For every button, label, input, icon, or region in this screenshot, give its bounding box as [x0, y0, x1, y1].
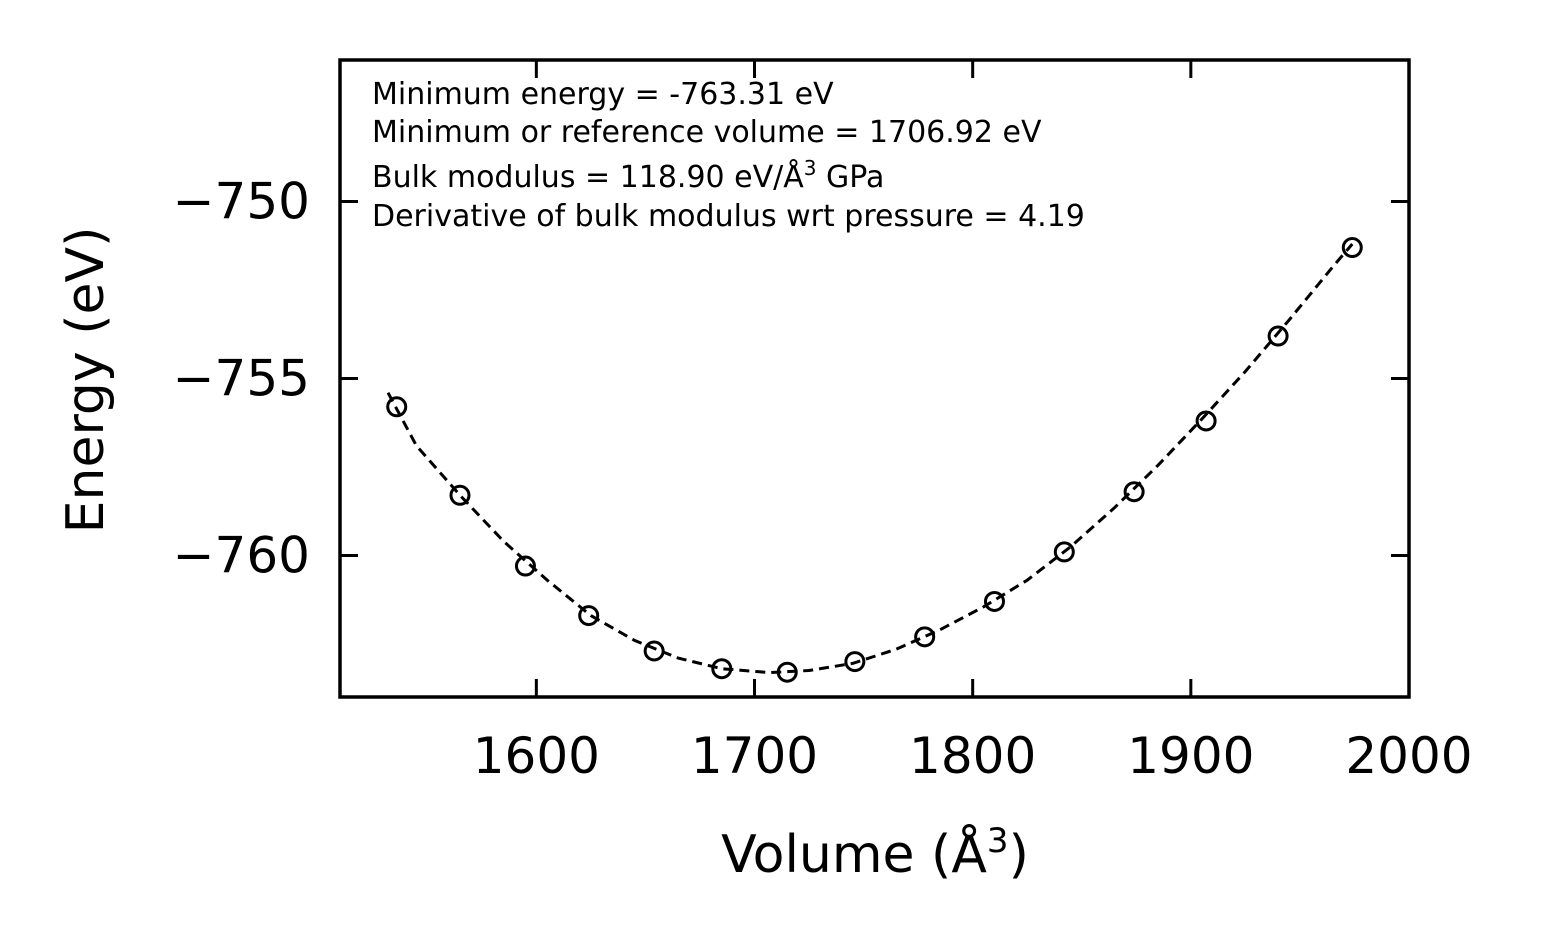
- x-axis-title-main: Volume (Å: [721, 823, 987, 885]
- x-tick-label: 1800: [909, 727, 1036, 785]
- x-axis-title: Volume (Å3): [721, 821, 1029, 885]
- data-point: [514, 555, 536, 577]
- x-tick-label: 1900: [1127, 727, 1254, 785]
- data-point: [386, 396, 408, 418]
- data-point: [1053, 541, 1075, 563]
- annotation-min-energy: Minimum energy = -763.31 eV: [372, 77, 834, 112]
- annotation-bulk-modulus-tail: GPa: [817, 160, 885, 195]
- y-tick-label: −760: [173, 526, 310, 584]
- data-point: [983, 590, 1005, 612]
- annotation-min-volume: Minimum or reference volume = 1706.92 eV: [372, 115, 1042, 150]
- annotation-bulk-derivative: Derivative of bulk modulus wrt pressure …: [372, 199, 1085, 234]
- x-tick-label: 1700: [691, 727, 818, 785]
- x-tick-label: 2000: [1345, 727, 1472, 785]
- data-point: [449, 484, 471, 506]
- y-tick-label: −750: [173, 173, 310, 231]
- x-tick-label: 1600: [473, 727, 600, 785]
- data-point: [1123, 481, 1145, 503]
- x-axis-title-tail: ): [1009, 825, 1029, 885]
- x-axis-title-sup: 3: [987, 821, 1009, 861]
- data-point: [711, 658, 733, 680]
- series-layer: [386, 237, 1363, 683]
- plot-frame: [338, 58, 1411, 699]
- annotation-bulk-modulus-sup: 3: [804, 156, 817, 180]
- annotation-bulk-modulus-text: Bulk modulus = 118.90 eV/Å: [372, 159, 804, 195]
- y-axis-title: Energy (eV): [56, 227, 116, 534]
- annotation-min-volume-text: Minimum or reference volume = 1706.92 eV: [372, 115, 1042, 150]
- annotation-min-energy-text: Minimum energy = -763.31 eV: [372, 77, 834, 112]
- data-point: [1341, 237, 1363, 259]
- data-point: [776, 661, 798, 683]
- annotation-bulk-modulus: Bulk modulus = 118.90 eV/Å3 GPa: [372, 156, 884, 195]
- data-point: [643, 640, 665, 662]
- y-tick-labels: −750 −755 −760: [173, 173, 310, 585]
- data-point: [578, 605, 600, 627]
- data-point: [1195, 410, 1217, 432]
- y-tick-label: −755: [173, 350, 310, 408]
- fit-curve: [386, 243, 1354, 675]
- ticks-layer: [340, 60, 1411, 697]
- annotation-bulk-derivative-text: Derivative of bulk modulus wrt pressure …: [372, 199, 1085, 234]
- data-point: [844, 651, 866, 673]
- data-point: [914, 626, 936, 648]
- data-point: [1267, 325, 1289, 347]
- x-tick-labels: 1600 1700 1800 1900 2000: [473, 727, 1473, 785]
- fit-parameters-annotation: Minimum energy = -763.31 eV Minimum or r…: [372, 77, 1085, 234]
